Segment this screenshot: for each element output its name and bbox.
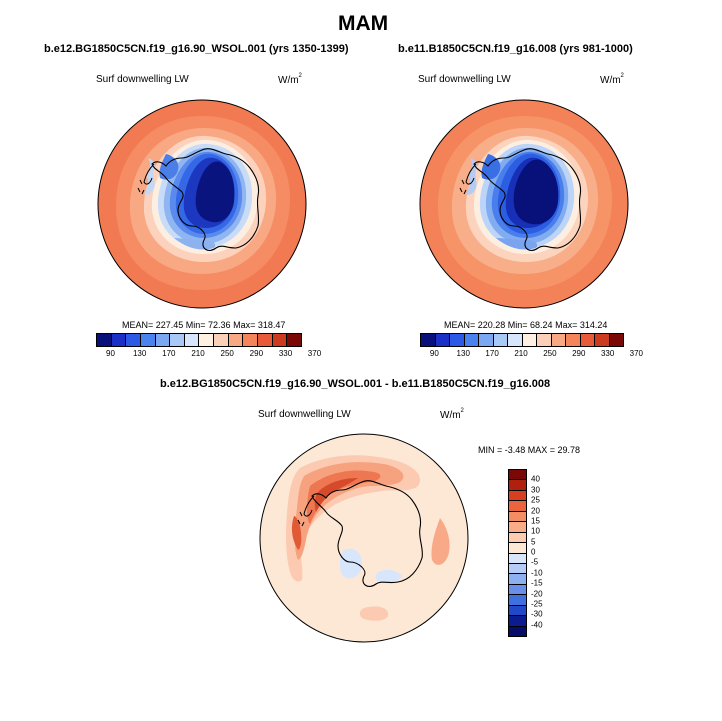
- right-colorbar-swatch: [522, 334, 537, 346]
- left-colorbar-label: 90: [106, 349, 115, 358]
- left-colorbar: [96, 333, 302, 347]
- left-variable-label: Surf downwelling LW: [96, 74, 189, 85]
- diff-colorbar-label: 30: [531, 485, 540, 495]
- right-colorbar-swatch: [537, 334, 552, 346]
- diff-colorbar-label: 40: [531, 474, 540, 484]
- diff-colorbar-swatch: [509, 480, 526, 491]
- left-colorbar-swatch: [97, 334, 112, 346]
- right-colorbar: [420, 333, 624, 347]
- right-colorbar-label: 250: [543, 349, 557, 358]
- diff-colorbar-label: -10: [531, 568, 543, 578]
- diff-colorbar-label: 0: [531, 547, 536, 557]
- right-colorbar-label: 90: [429, 349, 439, 358]
- right-stats: MEAN= 220.28 Min= 68.24 Max= 314.24: [444, 320, 608, 330]
- left-colorbar-label: 290: [249, 349, 264, 358]
- diff-stats: MIN = -3.48 MAX = 29.78: [478, 445, 581, 455]
- left-colorbar-label: 370: [307, 349, 322, 358]
- left-colorbar-swatch: [170, 334, 185, 346]
- right-colorbar-swatch: [508, 334, 523, 346]
- diff-colorbar-label: 15: [531, 516, 540, 526]
- left-polar-map: [97, 99, 307, 309]
- diff-colorbar-swatch: [509, 511, 526, 523]
- left-colorbar-swatch: [214, 334, 229, 346]
- left-colorbar-swatch: [272, 334, 288, 346]
- left-case-title: b.e12.BG1850C5CN.f19_g16.90_WSOL.001 (yr…: [44, 43, 349, 55]
- diff-colorbar-label: 25: [531, 495, 540, 505]
- diff-colorbar-label: -15: [531, 578, 543, 588]
- right-colorbar-swatch: [551, 334, 566, 346]
- right-colorbar-swatch: [435, 334, 450, 346]
- diff-colorbar-label: 5: [531, 537, 536, 547]
- diff-colorbar-swatch: [509, 553, 526, 564]
- left-colorbar-label: 330: [278, 349, 293, 358]
- right-colorbar-swatch: [595, 334, 610, 346]
- left-units-label: W/m2: [278, 73, 302, 86]
- right-colorbar-swatch: [493, 334, 508, 346]
- left-colorbar-label: 250: [220, 349, 234, 358]
- diff-colorbar-swatch: [509, 626, 526, 636]
- diff-colorbar-label: -5: [531, 557, 539, 567]
- diff-colorbar-swatch: [509, 501, 526, 512]
- right-polar-map: [419, 99, 629, 309]
- left-colorbar-swatch: [140, 334, 156, 346]
- right-case-title: b.e11.B1850C5CN.f19_g16.008 (yrs 981-100…: [398, 43, 633, 55]
- right-colorbar-label: 370: [629, 349, 644, 358]
- left-colorbar-swatch: [287, 334, 301, 346]
- diff-colorbar-labels: 40 30 25 20 15 10 5 0 -5 -10 -15 -20 -25…: [531, 469, 555, 635]
- left-colorbar-swatch: [184, 334, 200, 346]
- diff-colorbar: [508, 469, 527, 637]
- diff-colorbar-swatch: [509, 522, 526, 533]
- right-units-label: W/m2: [600, 73, 624, 86]
- right-colorbar-swatch: [479, 334, 494, 346]
- left-colorbar-swatch: [258, 334, 273, 346]
- diff-colorbar-swatch: [509, 470, 526, 481]
- diff-case-title: b.e12.BG1850C5CN.f19_g16.90_WSOL.001 - b…: [160, 378, 551, 390]
- left-colorbar-swatch: [111, 334, 127, 346]
- left-stats: MEAN= 227.45 Min= 72.36 Max= 318.47: [122, 320, 286, 330]
- diff-colorbar-swatch: [509, 595, 526, 606]
- left-colorbar-label: 210: [191, 349, 205, 358]
- diff-colorbar-swatch: [509, 563, 526, 575]
- right-colorbar-swatch: [580, 334, 595, 346]
- diff-colorbar-swatch: [509, 605, 526, 617]
- right-colorbar-label: 330: [600, 349, 615, 358]
- right-colorbar-label: 130: [456, 349, 470, 358]
- left-colorbar-swatch: [243, 334, 259, 346]
- left-colorbar-labels: 90 130 170 210 250 290 330 370: [96, 349, 321, 359]
- right-variable-label: Surf downwelling LW: [418, 74, 511, 85]
- diff-polar-map: [259, 433, 469, 643]
- right-colorbar-label: 170: [485, 349, 499, 358]
- right-colorbar-swatch: [450, 334, 465, 346]
- figure-title: MAM: [338, 12, 389, 35]
- diff-colorbar-swatch: [509, 532, 526, 544]
- diff-colorbar-swatch: [509, 543, 526, 554]
- diff-colorbar-label: -30: [531, 609, 543, 619]
- diff-units-label: W/m2: [440, 408, 464, 421]
- right-colorbar-swatch: [464, 334, 479, 346]
- right-colorbar-labels: 90 130 170 210 250 290 330 370: [420, 349, 643, 359]
- left-colorbar-swatch: [126, 334, 141, 346]
- left-colorbar-label: 170: [162, 349, 176, 358]
- right-colorbar-label: 210: [514, 349, 528, 358]
- left-colorbar-swatch: [228, 334, 244, 346]
- left-colorbar-swatch: [155, 334, 171, 346]
- right-colorbar-label: 290: [572, 349, 586, 358]
- right-colorbar-swatch: [421, 334, 436, 346]
- diff-colorbar-label: 20: [531, 506, 540, 515]
- diff-colorbar-swatch: [509, 584, 526, 596]
- diff-colorbar-label: -20: [531, 589, 543, 598]
- diff-colorbar-label: -40: [531, 620, 543, 630]
- left-colorbar-label: 130: [132, 349, 147, 358]
- left-colorbar-swatch: [199, 334, 215, 346]
- diff-colorbar-swatch: [509, 574, 526, 585]
- diff-colorbar-swatch: [509, 490, 526, 502]
- diff-colorbar-label: 10: [531, 526, 540, 536]
- diff-variable-label: Surf downwelling LW: [258, 409, 351, 420]
- right-colorbar-swatch: [609, 334, 623, 346]
- diff-colorbar-label: -25: [531, 599, 543, 609]
- diff-colorbar-swatch: [509, 616, 526, 627]
- right-colorbar-swatch: [566, 334, 581, 346]
